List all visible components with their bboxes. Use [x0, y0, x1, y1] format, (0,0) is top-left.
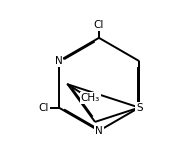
Text: S: S — [136, 102, 143, 113]
Text: Cl: Cl — [94, 20, 104, 30]
Text: Cl: Cl — [39, 102, 49, 113]
Text: CH₃: CH₃ — [81, 93, 100, 103]
Text: N: N — [55, 56, 63, 66]
Text: N: N — [95, 126, 103, 136]
